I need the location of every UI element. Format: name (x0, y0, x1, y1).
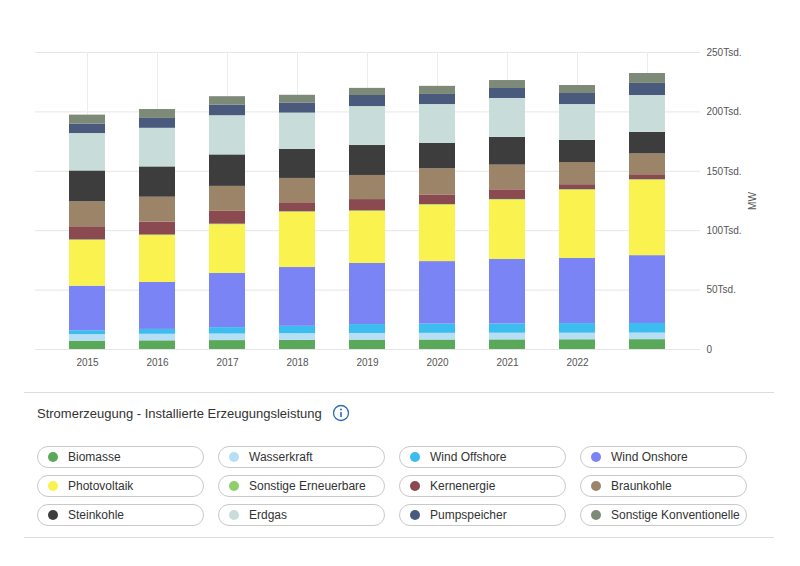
svg-text:2017: 2017 (216, 357, 239, 368)
svg-text:2019: 2019 (356, 357, 379, 368)
html-text:Wasserkraft: Wasserkraft (249, 450, 313, 464)
svg-text:2021: 2021 (496, 357, 519, 368)
html-text:Kernenergie: Kernenergie (430, 479, 496, 493)
svg-text:100Tsd.: 100Tsd. (707, 225, 742, 236)
svg-text:2015: 2015 (76, 357, 99, 368)
svg-text:2018: 2018 (286, 357, 309, 368)
svg-text:150Tsd.: 150Tsd. (707, 166, 742, 177)
html-text:Sonstige Erneuerbare: Sonstige Erneuerbare (249, 479, 366, 493)
html-text:Wind Offshore: Wind Offshore (430, 450, 507, 464)
svg-text:2016: 2016 (146, 357, 169, 368)
svg-text:200Tsd.: 200Tsd. (707, 106, 742, 117)
svg-text:50Tsd.: 50Tsd. (707, 284, 736, 295)
html-text:Steinkohle: Steinkohle (68, 508, 124, 522)
svg-text:2020: 2020 (426, 357, 449, 368)
html-text:Pumpspeicher: Pumpspeicher (430, 508, 507, 522)
html-text:Wind Onshore: Wind Onshore (611, 450, 688, 464)
svg-text:2022: 2022 (566, 357, 589, 368)
html-text:Erdgas: Erdgas (249, 508, 287, 522)
html-text:Photovoltaik: Photovoltaik (68, 479, 134, 493)
svg-text:0: 0 (707, 344, 713, 355)
svg-text:MW: MW (747, 192, 758, 210)
html-text:Biomasse: Biomasse (68, 450, 121, 464)
html-text:Braunkohle: Braunkohle (611, 479, 672, 493)
html-text:Stromerzeugung - Installierte: Stromerzeugung - Installierte Erzeugungs… (37, 405, 322, 421)
html-text:Sonstige Konventionelle: Sonstige Konventionelle (611, 508, 740, 522)
svg-text:250Tsd.: 250Tsd. (707, 47, 742, 58)
